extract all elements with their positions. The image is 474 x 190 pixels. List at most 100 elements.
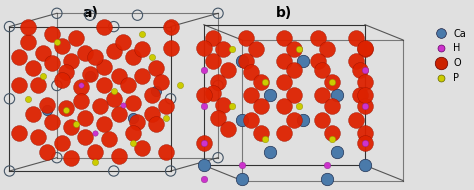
Point [58,44,65,47]
Point [115,154,122,157]
Point [214,116,222,119]
Legend: Ca, H, O, P: Ca, H, O, P [431,28,467,84]
Point [200,69,208,72]
Point [110,25,118,28]
Point [219,48,227,51]
Point [162,105,170,108]
Point [247,93,255,97]
Point [67,156,75,159]
Point [58,78,65,81]
Point [361,141,369,144]
Point [39,52,46,55]
Point [266,93,274,97]
Point [295,105,302,108]
Point [238,118,246,121]
Point [281,59,288,62]
Point [15,55,23,59]
Point [247,118,255,121]
Point [100,65,108,68]
Point [100,122,108,125]
Point [72,122,80,125]
Point [100,25,108,28]
Point [224,128,231,131]
Point [25,40,32,43]
Point [148,55,155,59]
Point [281,80,288,83]
Point [29,67,37,70]
Point [200,46,208,49]
Point [167,25,174,28]
Point [39,74,46,78]
Point [214,84,222,87]
Point [167,46,174,49]
Point [82,52,89,55]
Point [300,118,307,121]
Point [48,120,56,123]
Point [361,141,369,144]
Point [25,25,32,28]
Point [281,131,288,135]
Point [262,80,269,83]
Point [176,84,184,87]
Point [138,74,146,78]
Point [167,25,174,28]
Point [58,141,65,144]
Point [328,80,336,83]
Point [361,69,369,72]
Point [333,93,340,97]
Point [323,48,331,51]
Point [290,48,298,51]
Point [82,135,89,138]
Point [86,74,94,78]
Point [228,105,236,108]
Point [243,59,250,62]
Point [200,177,208,180]
Point [129,131,137,135]
Point [82,116,89,119]
Point [91,55,99,59]
Point [352,118,359,121]
Point [77,84,84,87]
Point [257,105,264,108]
Point [257,131,264,135]
Point [110,90,118,93]
Point [63,71,70,74]
Point [328,80,336,83]
Point [91,150,99,154]
Point [129,116,137,119]
Point [91,131,99,135]
Point [200,93,208,97]
Point [361,80,369,83]
Point [138,147,146,150]
Point [138,33,146,36]
Point [129,101,137,104]
Point [110,97,118,100]
Point [243,36,250,40]
Point [266,150,274,154]
Point [356,69,364,72]
Point [323,164,331,167]
Point [262,137,269,140]
Point [238,164,246,167]
Point [91,160,99,163]
Point [157,80,165,83]
Point [119,103,127,106]
Point [290,69,298,72]
Point [25,97,32,100]
Point [328,137,336,140]
Point [361,105,369,108]
Point [214,156,222,159]
Point [323,177,331,180]
Point [115,112,122,116]
Point [110,50,118,53]
Point [129,55,137,59]
Point [361,46,369,49]
Point [162,150,170,154]
Point [228,48,236,51]
Point [257,80,264,83]
Point [200,141,208,144]
Point [96,105,103,108]
Point [319,93,326,97]
Point [214,12,222,15]
Point [238,59,246,62]
